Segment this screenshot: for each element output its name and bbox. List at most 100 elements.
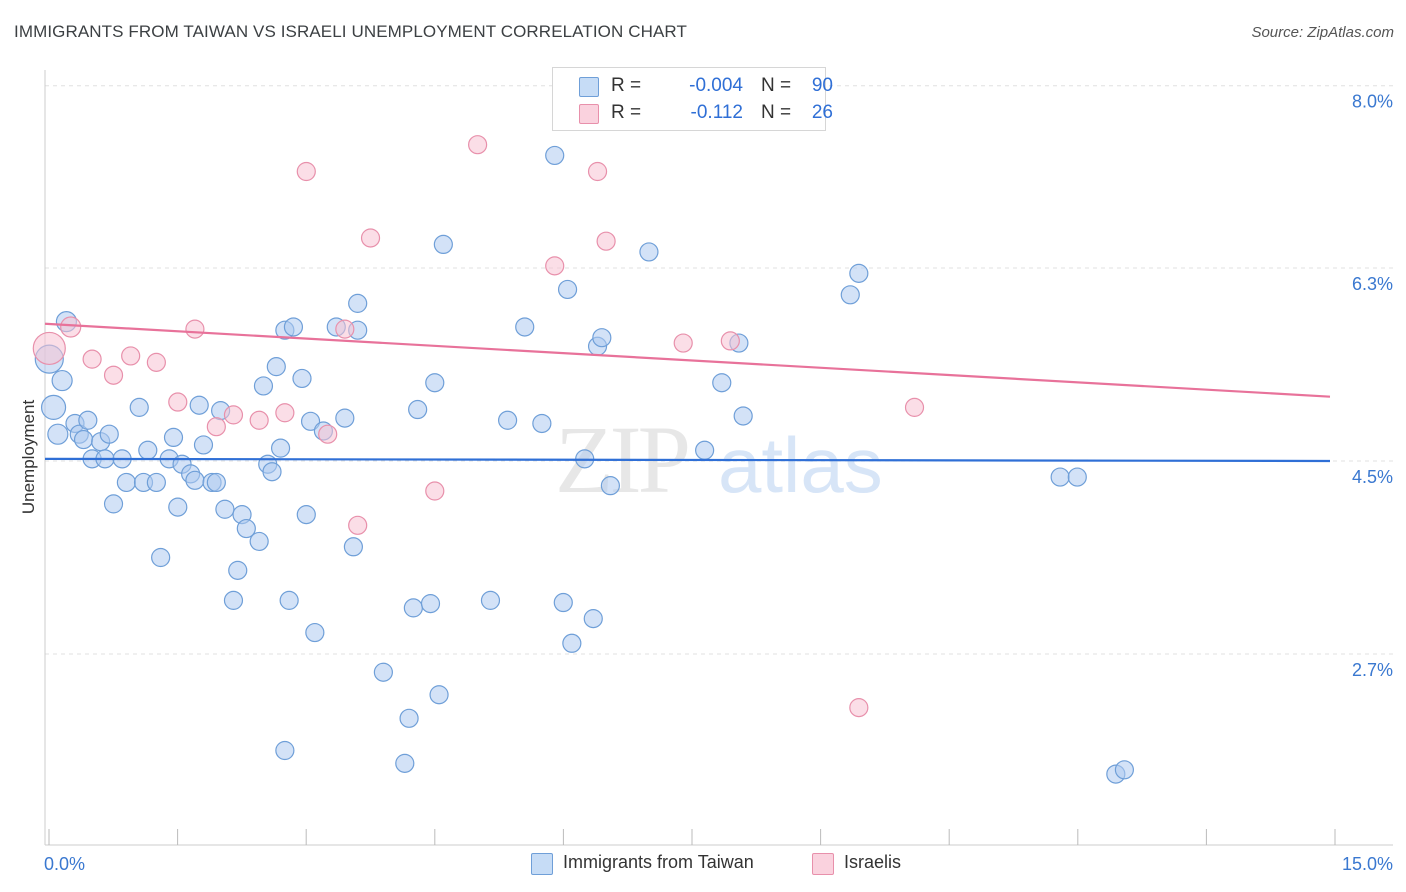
taiwan-point xyxy=(249,531,269,552)
taiwan-point xyxy=(395,753,415,773)
legend-swatch-pink xyxy=(812,853,834,875)
chart-title: IMMIGRANTS FROM TAIWAN VS ISRAELI UNEMPL… xyxy=(14,22,687,41)
y-tick-label: 6.3% xyxy=(1352,274,1393,294)
israelis-point xyxy=(60,316,82,338)
taiwan-point xyxy=(695,440,715,460)
israelis-point xyxy=(103,365,124,385)
n-value: 90 xyxy=(811,75,833,96)
taiwan-point xyxy=(116,472,136,493)
y-tick-label: 4.5% xyxy=(1352,467,1393,487)
watermark-atlas: atlas xyxy=(718,421,883,509)
israelis-point xyxy=(82,349,102,369)
source-label: Source: ZipAtlas.com xyxy=(1251,24,1394,41)
taiwan-point xyxy=(78,410,98,430)
taiwan-point xyxy=(408,399,428,420)
taiwan-point xyxy=(151,547,171,568)
taiwan-point xyxy=(275,740,295,761)
taiwan-trend-line xyxy=(44,457,1331,463)
israelis-point xyxy=(468,135,488,155)
taiwan-point xyxy=(228,560,248,580)
israelis-point xyxy=(206,417,226,437)
taiwan-point xyxy=(279,590,299,610)
taiwan-point xyxy=(206,472,226,493)
israelis-point xyxy=(904,397,925,417)
taiwan-point xyxy=(429,685,449,705)
taiwan-point xyxy=(296,505,316,525)
israelis-point xyxy=(185,319,205,339)
taiwan-point xyxy=(553,592,573,613)
taiwan-point xyxy=(840,285,860,305)
taiwan-point xyxy=(1050,467,1070,487)
n-label: N = xyxy=(761,75,792,96)
legend-swatch-blue xyxy=(531,853,553,875)
taiwan-point xyxy=(51,369,73,392)
taiwan-point xyxy=(420,594,441,614)
taiwan-point xyxy=(343,537,363,557)
y-tick-label: 8.0% xyxy=(1352,92,1393,112)
taiwan-point xyxy=(185,470,205,490)
x-tick-label: 15.0% xyxy=(1342,854,1393,874)
taiwan-point xyxy=(168,497,188,517)
taiwan-point xyxy=(193,435,214,455)
israelis-point xyxy=(673,333,693,353)
israelis-point xyxy=(545,256,565,276)
taiwan-point xyxy=(545,145,565,166)
israelis-trend-line xyxy=(44,322,1331,398)
r-value: -0.004 xyxy=(689,75,743,96)
taiwan-point xyxy=(373,662,393,682)
taiwan-point xyxy=(73,429,94,450)
legend-row-taiwan: R = -0.004 N = 90 xyxy=(579,75,833,99)
israelis-point xyxy=(587,161,608,182)
taiwan-point xyxy=(403,598,423,618)
taiwan-point xyxy=(712,373,732,393)
taiwan-point xyxy=(215,499,235,519)
taiwan-point xyxy=(138,440,158,460)
israelis-point xyxy=(121,346,141,366)
taiwan-point xyxy=(266,357,286,377)
taiwan-point xyxy=(47,423,69,445)
taiwan-point xyxy=(399,708,419,728)
israelis-point xyxy=(348,515,368,535)
taiwan-point xyxy=(103,494,124,514)
israelis-point xyxy=(275,403,295,423)
y-tick-label: 2.7% xyxy=(1352,660,1393,680)
israelis-point xyxy=(318,424,338,444)
israelis-point xyxy=(425,481,445,501)
legend-swatch-pink xyxy=(579,104,599,124)
taiwan-point xyxy=(262,462,282,482)
taiwan-point xyxy=(600,476,621,496)
taiwan-point xyxy=(1067,467,1087,487)
taiwan-point xyxy=(433,234,453,255)
taiwan-point xyxy=(348,293,368,313)
y-axis-label: Unemployment xyxy=(19,400,38,515)
taiwan-point xyxy=(583,609,603,629)
taiwan-point xyxy=(253,376,274,396)
taiwan-point xyxy=(639,242,659,262)
legend-swatch-blue xyxy=(579,77,599,97)
taiwan-point xyxy=(223,590,244,610)
taiwan-point xyxy=(305,622,325,643)
taiwan-point xyxy=(849,263,869,283)
taiwan-point xyxy=(189,395,209,415)
taiwan-point xyxy=(236,518,256,539)
taiwan-point xyxy=(300,411,321,431)
taiwan-point xyxy=(557,279,578,300)
taiwan-point xyxy=(425,373,445,393)
taiwan-point xyxy=(99,424,119,444)
taiwan-point xyxy=(163,427,184,448)
israelis-point xyxy=(32,331,66,366)
r-label: R = xyxy=(611,102,642,123)
taiwan-point xyxy=(40,394,67,420)
n-label: N = xyxy=(761,102,792,123)
israelis-point xyxy=(223,405,244,425)
taiwan-point xyxy=(515,317,535,337)
taiwan-point xyxy=(292,368,312,389)
israelis-point xyxy=(249,410,269,430)
israelis-point xyxy=(168,392,188,412)
israelis-point xyxy=(146,352,166,372)
israelis-point xyxy=(596,231,616,251)
israelis-point xyxy=(296,161,316,182)
legend-row-israelis: R = -0.112 N = 26 xyxy=(579,102,833,126)
israelis-point xyxy=(849,698,869,718)
